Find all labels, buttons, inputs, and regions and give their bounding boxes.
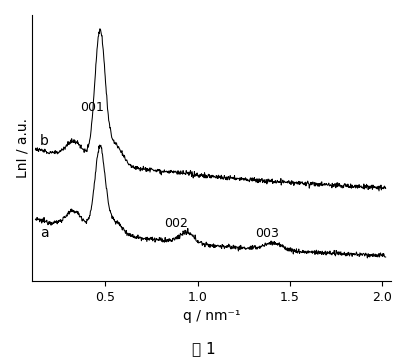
Text: 001: 001	[80, 101, 104, 114]
Text: 002: 002	[164, 217, 188, 230]
Text: b: b	[40, 134, 49, 148]
Text: 003: 003	[255, 227, 279, 240]
Y-axis label: LnI / a.u.: LnI / a.u.	[15, 118, 29, 178]
Text: a: a	[40, 226, 49, 240]
X-axis label: q / nm⁻¹: q / nm⁻¹	[183, 309, 240, 323]
Text: 图 1: 图 1	[192, 341, 216, 356]
